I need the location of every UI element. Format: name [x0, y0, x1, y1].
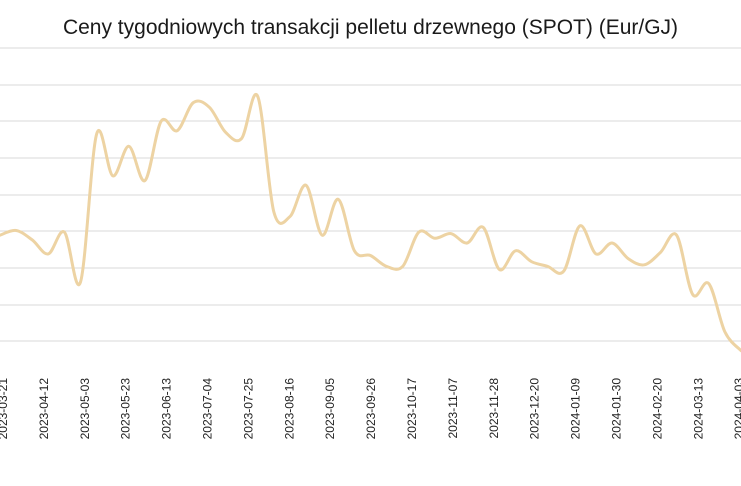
x-tick-label: 2024-01-30	[610, 378, 624, 440]
x-tick-label: 2024-04-03	[732, 378, 741, 440]
x-tick-label: 2023-10-17	[405, 378, 419, 440]
series-lines	[0, 92, 741, 353]
x-tick-label: 2023-08-16	[282, 378, 296, 440]
series-line	[0, 92, 741, 353]
x-tick-label: 2023-07-04	[201, 378, 215, 440]
x-tick-label: 2023-11-28	[487, 378, 501, 439]
x-tick-label: 2023-12-20	[528, 378, 542, 440]
x-tick-label: 2023-11-07	[446, 378, 460, 439]
x-tick-label: 2024-02-20	[650, 378, 664, 440]
x-tick-label: 2023-09-26	[364, 378, 378, 440]
gridlines	[0, 47, 741, 342]
x-tick-label: 2023-05-23	[119, 378, 133, 440]
x-tick-label: 2023-05-03	[78, 378, 92, 440]
x-tick-label: 2023-04-12	[37, 378, 51, 440]
x-tick-label: 2023-09-05	[323, 378, 337, 440]
x-tick-label: 2023-03-21	[0, 378, 10, 440]
x-tick-label: 2024-01-09	[569, 378, 583, 440]
x-tick-label: 2023-06-13	[160, 378, 174, 440]
x-axis-tick-labels: 2023-03-21 2023-04-12 2023-05-03 2023-05-23…	[0, 378, 741, 440]
x-tick-label: 2023-07-25	[241, 378, 255, 440]
chart-title: Ceny tygodniowych transakcji pelletu drz…	[62, 16, 679, 39]
x-tick-label: 2024-03-13	[691, 378, 705, 440]
